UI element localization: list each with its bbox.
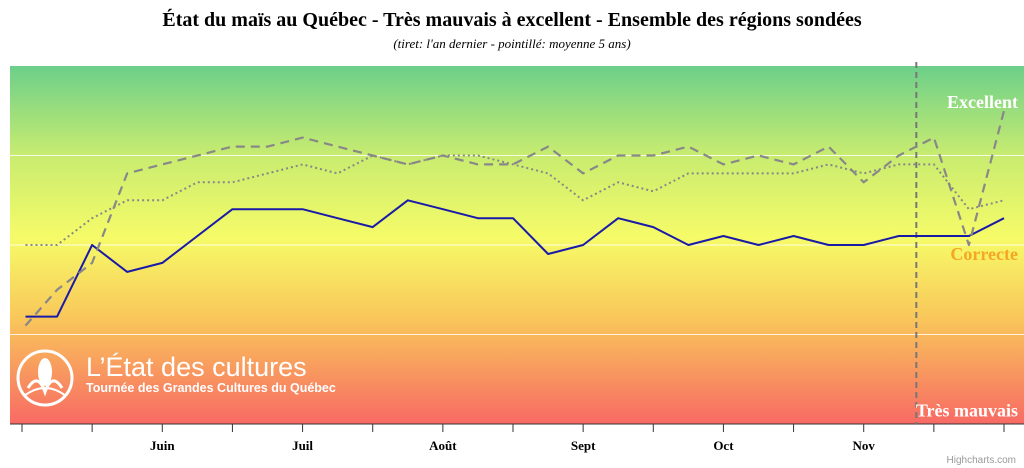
chart-title: État du maïs au Québec - Très mauvais à … [162, 8, 861, 31]
band-label: Correcte [950, 244, 1018, 264]
logo-subtitle: Tournée des Grandes Cultures du Québec [86, 381, 336, 395]
x-tick-label: Sept [571, 438, 596, 453]
series-line-solid [25, 199, 1005, 318]
series-layer [24, 62, 1006, 424]
logo-title: L’État des cultures [86, 352, 307, 382]
x-tick-label: Oct [713, 438, 734, 453]
credit: Highcharts.com [947, 455, 1016, 466]
series-line-dotted [25, 154, 1005, 246]
x-tick-label: Juil [292, 438, 313, 453]
band-label: Très mauvais [916, 401, 1018, 421]
x-tick-label: Juin [150, 438, 175, 453]
series-line-dashed [24, 110, 1006, 327]
x-tick-label: Nov [853, 438, 876, 453]
chart-subtitle: (tiret: l'an dernier - pointillé: moyenn… [393, 36, 630, 51]
x-tick-label: Août [429, 438, 457, 453]
corn-logo-icon [16, 349, 74, 407]
x-axis: Juin Juil Août Sept Oct Nov [10, 423, 1024, 453]
band-labels: Excellent Correcte Très mauvais [916, 92, 1018, 421]
logo: L’État des cultures Tournée des Grandes … [16, 349, 336, 407]
band-label: Excellent [947, 92, 1018, 112]
